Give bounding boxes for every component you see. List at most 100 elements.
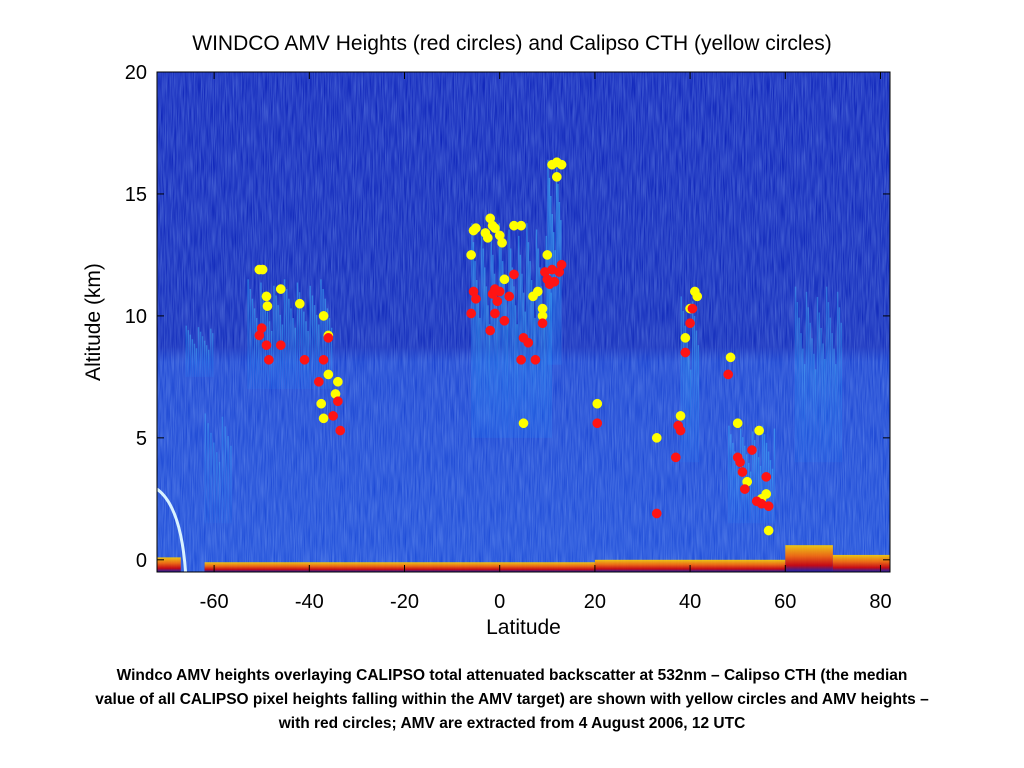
cloud-streak xyxy=(303,311,305,390)
cloud-streak xyxy=(543,324,546,438)
chart-title: WINDCO AMV Heights (red circles) and Cal… xyxy=(192,32,832,55)
cloud-streak xyxy=(532,298,535,438)
caption-line-2: value of all CALIPSO pixel heights falli… xyxy=(95,691,929,708)
cth-point xyxy=(318,311,329,321)
amv-point xyxy=(687,303,698,314)
amv-point xyxy=(323,333,334,343)
cloud-streak xyxy=(682,311,684,463)
cloud-streak xyxy=(475,280,478,438)
cloud-streak xyxy=(798,317,800,463)
cth-point xyxy=(261,291,272,302)
cloud-streak xyxy=(281,324,284,390)
cloud-streak xyxy=(324,298,326,390)
cloud-streak xyxy=(757,457,760,524)
x-tick-label: -40 xyxy=(295,591,324,613)
amv-point xyxy=(763,501,774,511)
cloud-streak xyxy=(471,223,473,438)
cloud-streak xyxy=(767,451,770,524)
cloud-streak xyxy=(313,305,316,390)
cloud-streak xyxy=(697,345,700,463)
cloud-streak xyxy=(498,223,501,438)
cloud-streak xyxy=(553,232,555,365)
calipso-cth-series xyxy=(254,157,774,536)
amv-point xyxy=(516,354,526,365)
cloud-streak xyxy=(256,318,258,390)
x-tick-label: 40 xyxy=(679,591,701,613)
cloud-streak xyxy=(732,442,734,524)
cloud-streak xyxy=(755,448,758,524)
cth-point xyxy=(692,291,703,302)
cloud-streak xyxy=(230,445,232,524)
cloud-streak xyxy=(474,261,476,438)
amv-point xyxy=(737,467,748,477)
cloud-streak xyxy=(519,254,522,438)
amv-point xyxy=(537,318,548,329)
terrain-edge xyxy=(156,487,188,573)
amv-point xyxy=(485,325,496,336)
cth-point xyxy=(497,237,507,248)
cloud-streak xyxy=(550,292,552,438)
cloud-streak xyxy=(213,442,215,524)
cloud-streak xyxy=(511,267,514,438)
cth-point xyxy=(732,418,743,429)
cth-point xyxy=(542,250,553,260)
caption-line-3: with red circles; AMV are extracted from… xyxy=(278,715,746,732)
surface-band xyxy=(785,545,833,572)
amv-point xyxy=(735,457,745,468)
cloud-streak xyxy=(693,315,696,463)
cloud-streak xyxy=(258,327,260,390)
amv-point xyxy=(471,293,481,304)
cloud-streak xyxy=(191,339,194,377)
cth-point xyxy=(471,223,481,233)
cloud-streak xyxy=(495,292,497,438)
cloud-streak xyxy=(210,328,212,377)
cloud-streak xyxy=(311,295,314,390)
cloud-streak xyxy=(224,426,226,524)
y-tick-label: 5 xyxy=(136,428,147,450)
cth-point xyxy=(551,172,562,182)
cloud-streak xyxy=(513,286,515,438)
cloud-streak xyxy=(833,348,835,463)
cloud-streak xyxy=(686,340,688,463)
x-tick-label: -60 xyxy=(200,591,229,613)
chart-plot: -60 -40 -20 0 20 40 60 80 0 5 10 15 20 Latitude Alt… xyxy=(82,62,892,639)
cth-point xyxy=(680,333,691,343)
cloud-streak xyxy=(734,451,736,524)
surface-band xyxy=(157,557,181,572)
cloud-streak xyxy=(547,159,549,365)
cloud-streak xyxy=(838,307,841,463)
x-tick-label: 0 xyxy=(494,591,505,613)
amv-point xyxy=(523,337,534,348)
x-tick-label: -20 xyxy=(390,591,419,613)
cloud-streak xyxy=(488,324,491,438)
data-series xyxy=(254,157,774,536)
cloud-streak xyxy=(503,280,505,438)
cloud-streak xyxy=(835,364,837,463)
amv-point xyxy=(592,418,603,429)
amv-point xyxy=(333,396,343,407)
amv-point xyxy=(313,376,324,387)
cloud-streak xyxy=(695,330,698,463)
x-tick-label: 20 xyxy=(584,591,606,613)
cloud-streak xyxy=(796,302,799,463)
cth-point xyxy=(333,376,343,387)
cloud-streak xyxy=(680,296,682,463)
cloud-streak xyxy=(690,369,692,463)
cth-point xyxy=(318,413,329,424)
cloud-streak xyxy=(542,305,544,438)
cloud-streak xyxy=(800,333,802,463)
cloud-streak xyxy=(827,302,830,463)
y-axis-label: Altitude (km) xyxy=(82,263,105,381)
cloud-streak xyxy=(318,324,320,390)
cloud-streak xyxy=(479,317,481,438)
cloud-streak xyxy=(326,308,329,390)
cloud-streak xyxy=(529,261,531,438)
cloud-streak xyxy=(794,286,797,463)
cloud-streak xyxy=(205,345,208,377)
cth-point xyxy=(725,352,736,363)
cloud-streak xyxy=(283,279,286,390)
cloud-streak xyxy=(292,318,294,390)
cloud-streak xyxy=(555,165,558,365)
amv-point xyxy=(264,354,274,365)
amv-point xyxy=(328,411,338,421)
